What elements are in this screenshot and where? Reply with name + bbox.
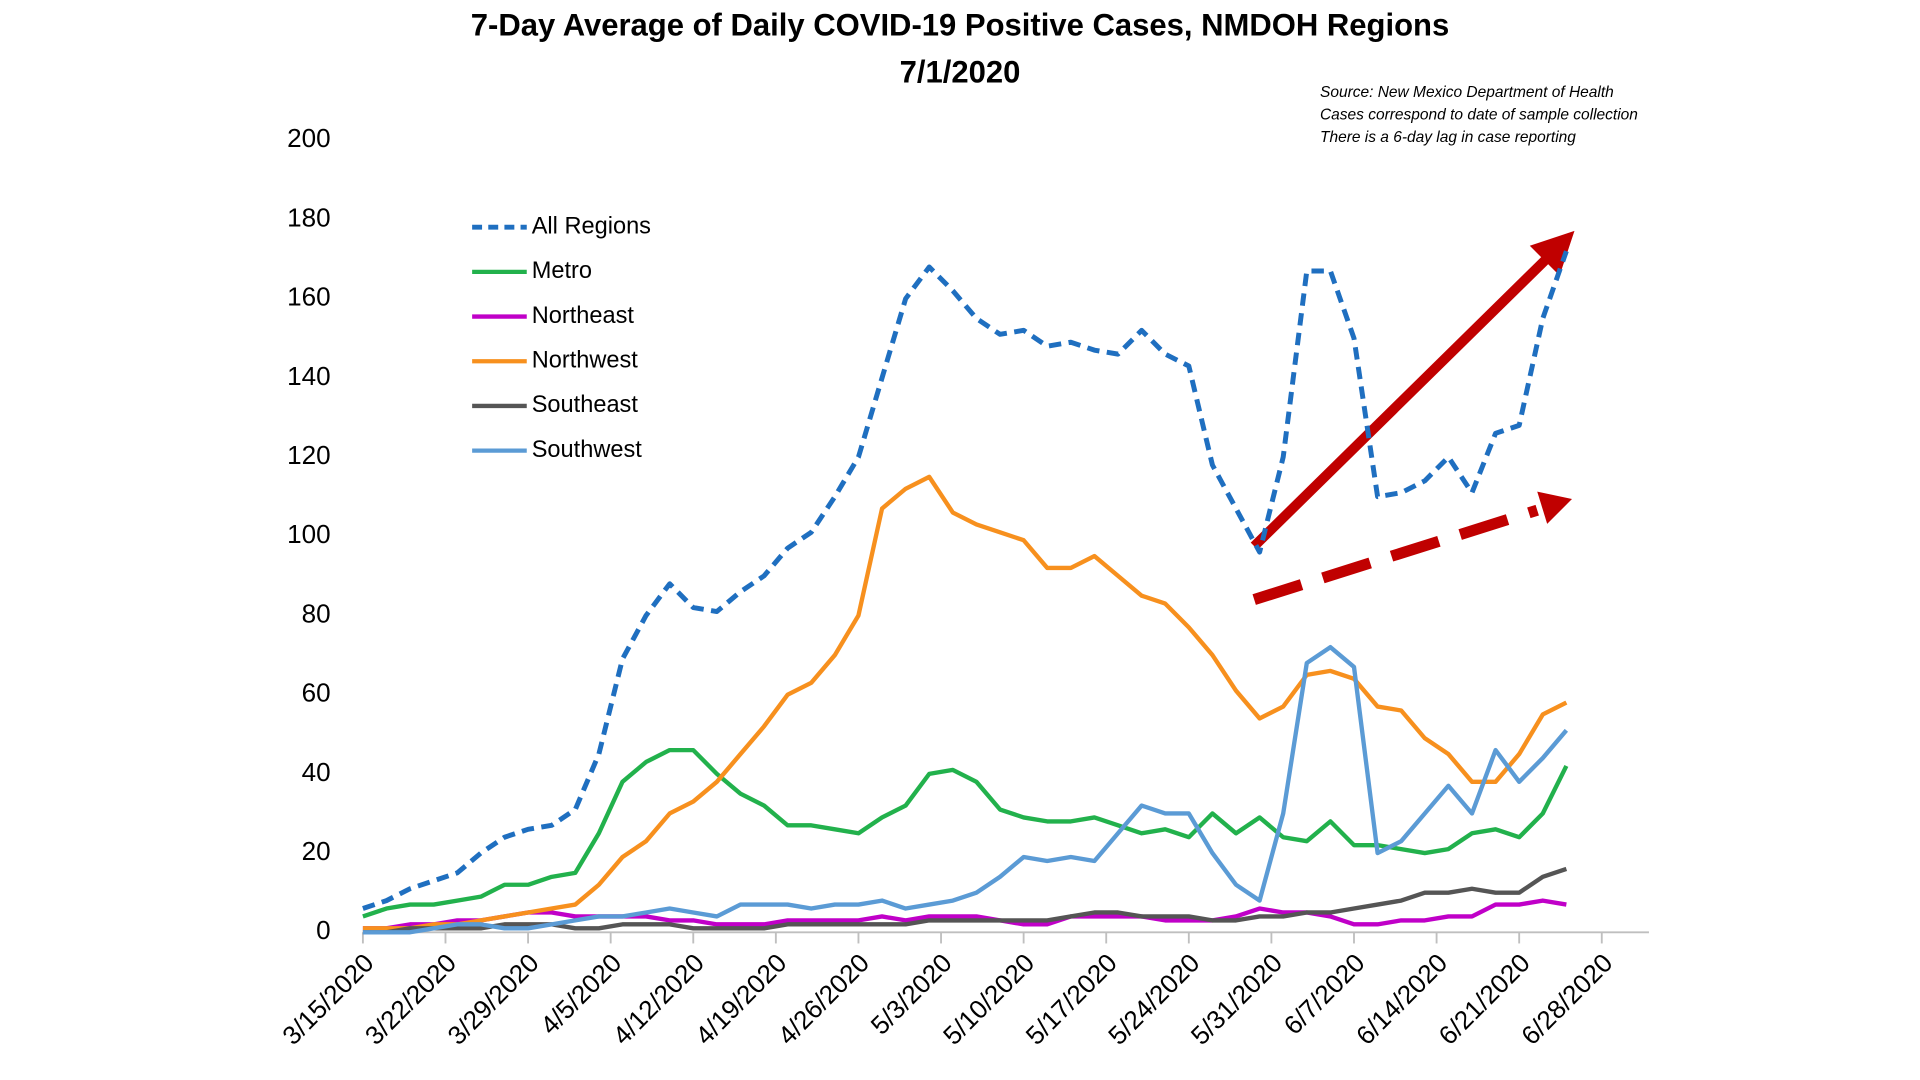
source-note: Cases correspond to date of sample colle… [1320, 107, 1638, 124]
y-tick-label: 40 [302, 757, 331, 787]
trend-arrows [1250, 230, 1575, 605]
y-tick-label: 200 [287, 123, 330, 153]
trend-arrow-dashed [1252, 504, 1539, 605]
legend-label: Northwest [532, 346, 639, 372]
arrowhead [1529, 230, 1575, 276]
y-tick-label: 100 [287, 519, 330, 549]
trend-arrow-solid [1250, 255, 1550, 550]
source-note: Source: New Mexico Department of Health [1320, 84, 1614, 101]
series-line [362, 898, 1567, 931]
chart-title: 7-Day Average of Daily COVID-19 Positive… [471, 8, 1449, 43]
y-tick-label: 120 [287, 440, 330, 470]
y-tick-label: 160 [287, 282, 330, 312]
legend-label: Southwest [532, 436, 643, 462]
chart-subtitle: 7/1/2020 [900, 55, 1021, 90]
y-tick-label: 0 [316, 915, 331, 945]
x-tick-label: 3/29/2020 [441, 947, 544, 1050]
series-line [362, 866, 1568, 935]
y-tick-label: 180 [287, 202, 330, 232]
x-tick-label: 4/26/2020 [772, 947, 875, 1050]
legend-label: Northeast [532, 302, 635, 328]
source-note: There is a 6-day lag in case reporting [1320, 129, 1576, 146]
series-line [362, 250, 1569, 911]
series-line [362, 644, 1569, 935]
legend-label: All Regions [532, 212, 651, 238]
y-tick-label: 140 [287, 361, 330, 391]
y-tick-label: 60 [302, 678, 331, 708]
x-tick-label: 5/31/2020 [1185, 947, 1288, 1050]
y-tick-label: 20 [302, 836, 331, 866]
series-line [362, 747, 1569, 919]
legend-label: Southeast [532, 391, 639, 417]
legend-label: Metro [532, 257, 592, 283]
arrowhead [1537, 491, 1572, 524]
y-tick-label: 80 [302, 598, 331, 628]
series-line [362, 474, 1568, 931]
x-tick-label: 6/28/2020 [1515, 947, 1618, 1050]
